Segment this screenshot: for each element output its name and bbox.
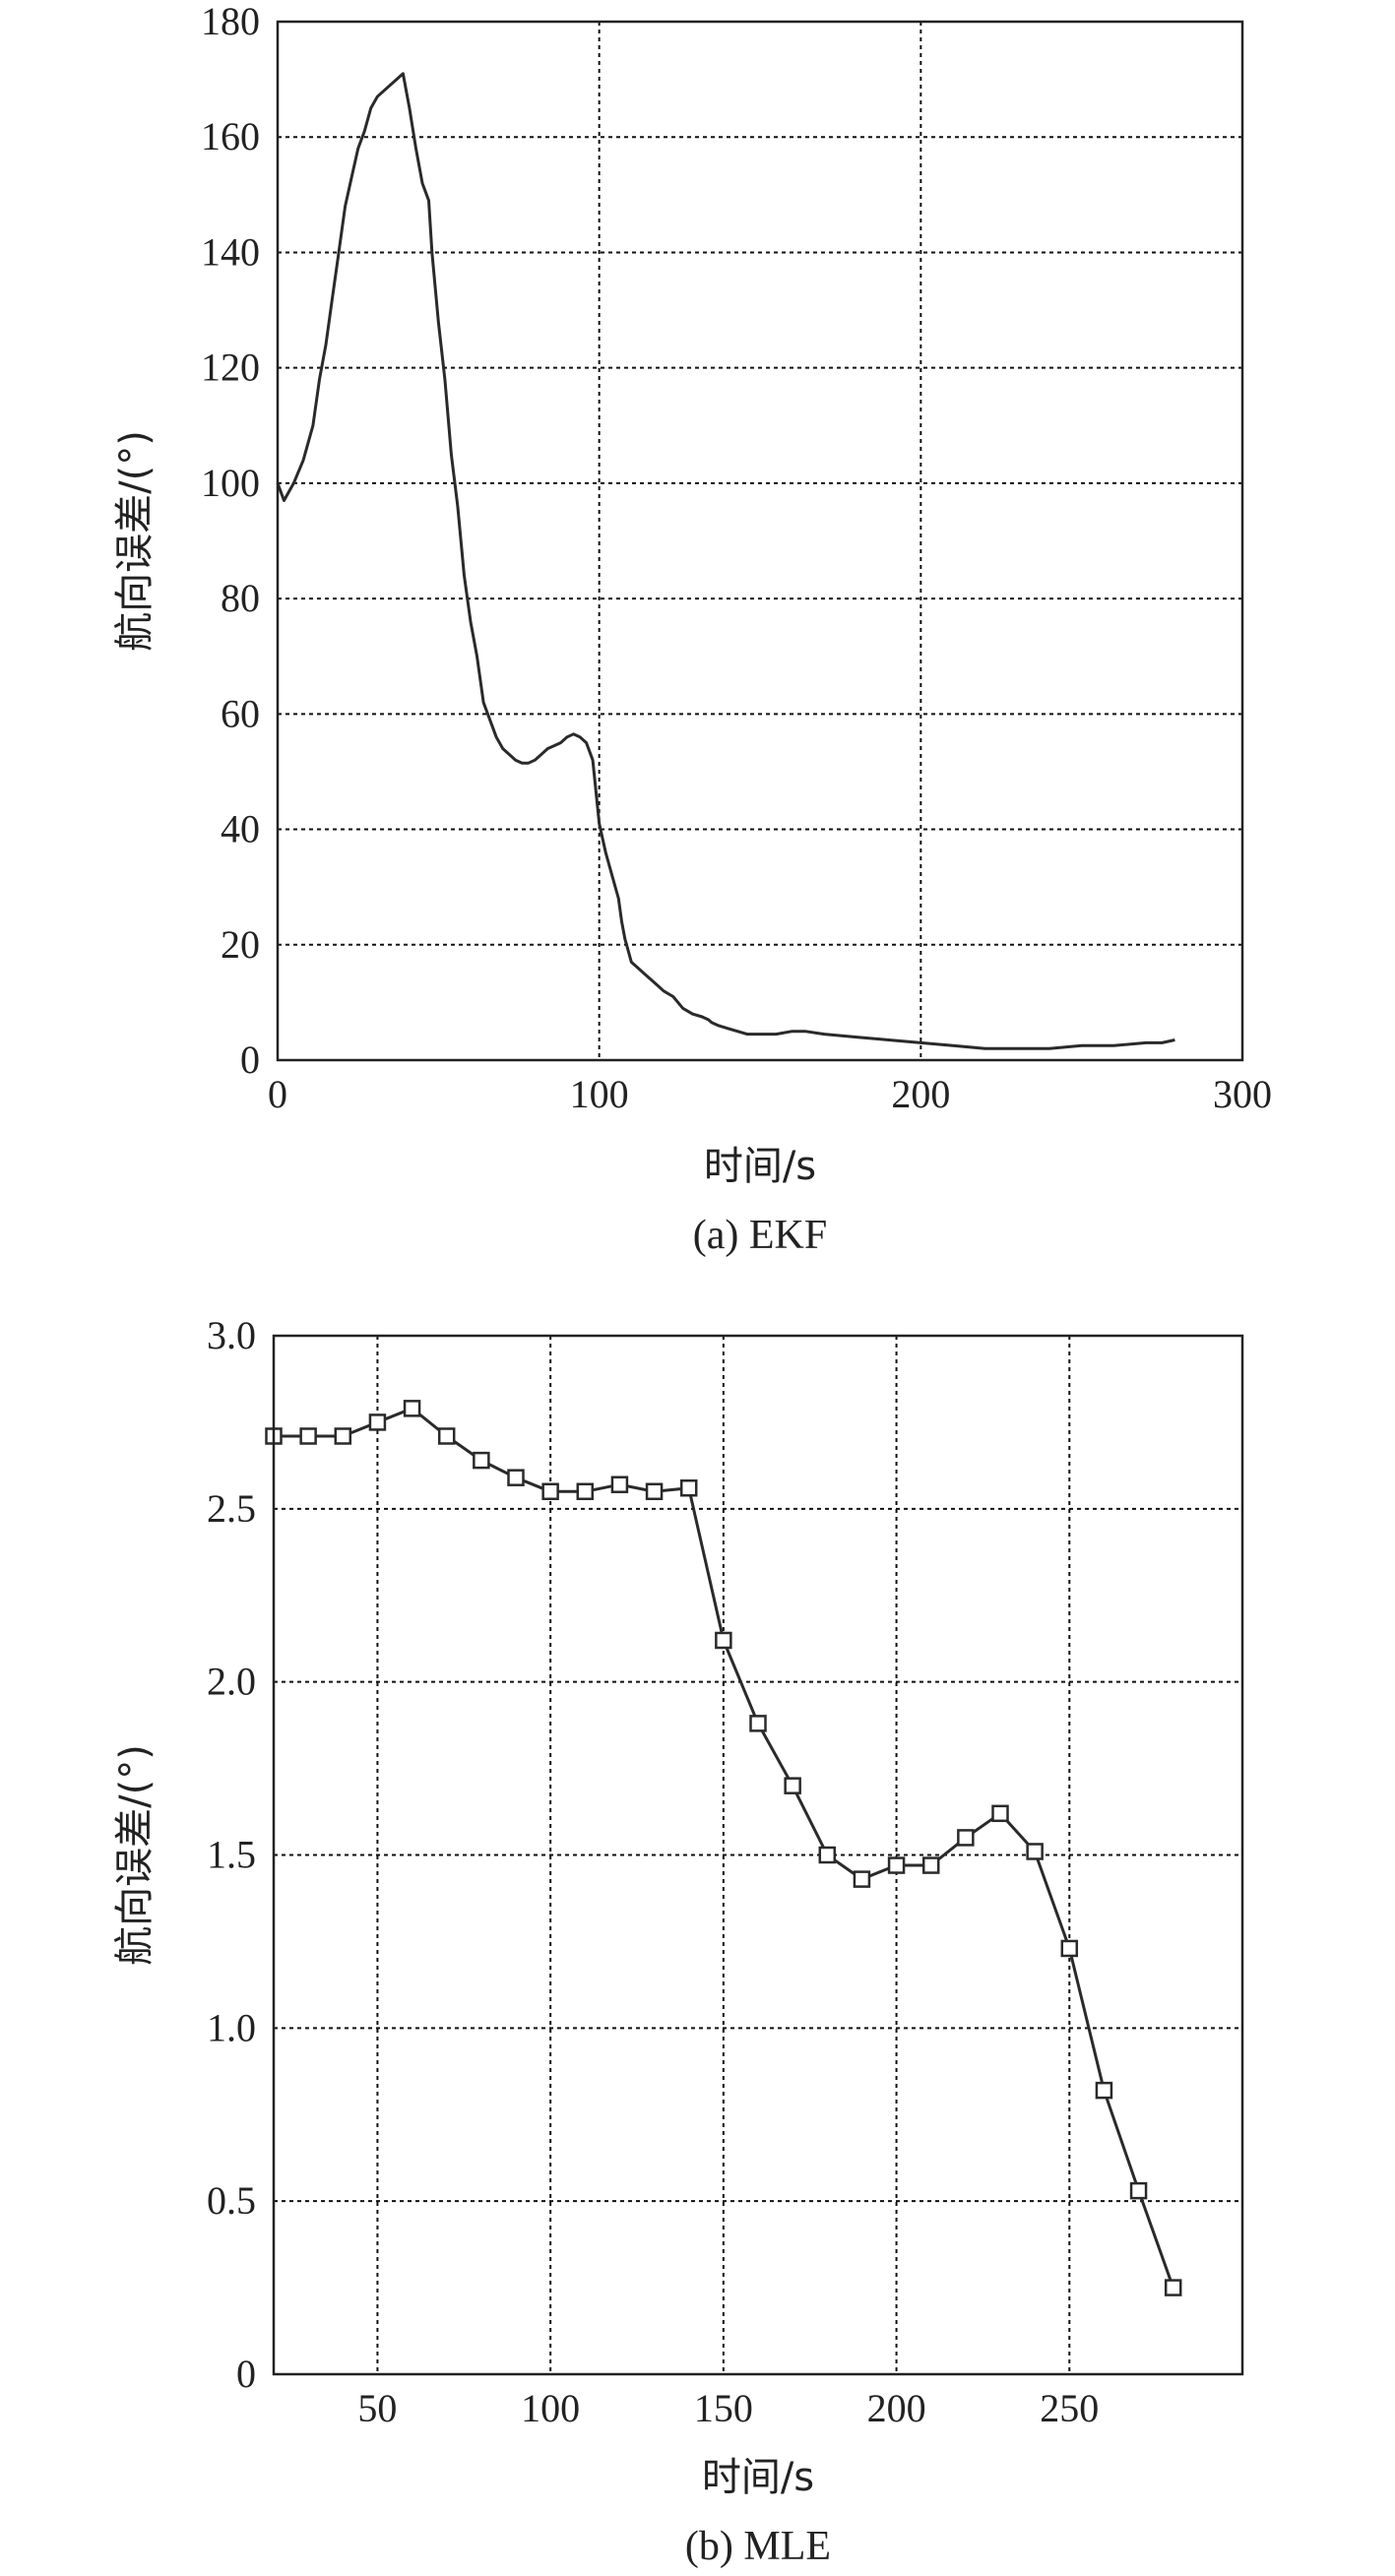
chart-caption: (b) MLE [685, 2524, 831, 2569]
gridlines [274, 1336, 1242, 2374]
x-tick-labels: 0 100 200 300 [268, 1072, 1272, 1116]
data-point-marker [991, 1804, 1009, 1823]
data-point-marker [299, 1427, 317, 1445]
data-point-marker [368, 1414, 387, 1431]
x-tick-label: 250 [1040, 2386, 1099, 2430]
data-point-marker [887, 1856, 906, 1874]
data-point-marker [1060, 1939, 1079, 1958]
x-axis-label: 时间/s [702, 2455, 814, 2500]
gridlines [278, 22, 1242, 1060]
data-point-marker [610, 1476, 629, 1493]
y-tick-label: 1.5 [207, 1833, 256, 1877]
chart-panel-mle: 50 100 150 200 250 00.51.01.52.02.53.0 时间/s … [112, 1313, 1244, 2569]
data-point-marker [957, 1829, 975, 1847]
y-tick-label: 140 [201, 229, 260, 274]
data-point-marker [784, 1777, 801, 1794]
x-tick-label: 300 [1213, 1072, 1272, 1116]
y-tick-label: 3.0 [207, 1313, 256, 1357]
x-tick-label: 0 [268, 1072, 287, 1116]
data-point-marker [818, 1846, 837, 1864]
x-tick-label: 200 [867, 2386, 926, 2430]
y-tick-labels: 0 0.5 1.0 1.5 2.0 2.5 3.0 [207, 1313, 256, 2396]
y-tick-label: 0 [240, 1037, 260, 1082]
y-tick-label: 0 [236, 2352, 256, 2396]
y-tick-label: 100 [201, 461, 260, 505]
data-point-marker [853, 1870, 871, 1888]
x-tick-label: 100 [521, 2386, 580, 2430]
data-point-marker [473, 1451, 490, 1470]
x-tick-label: 50 [357, 2386, 397, 2430]
data-point-marker [1164, 2279, 1182, 2296]
data-point-marker [749, 1715, 767, 1732]
y-axis-label: 航向误差/(°) [112, 430, 158, 652]
data-point-marker [921, 1856, 940, 1874]
y-tick-labels: 0 20 40 60 80 100 120 140 160 180 [201, 0, 260, 1082]
y-tick-label: 80 [221, 576, 260, 620]
data-point-marker [715, 1631, 732, 1650]
y-tick-label: 2.0 [207, 1660, 256, 1704]
chart-panel-ekf: 0 100 200 300 0 20 40 60 80 100 120 140 160 180 时间/s… [112, 0, 1272, 1258]
series-line [276, 72, 1175, 1050]
x-axis-label: 时间/s [704, 1144, 816, 1189]
y-axis-label: 航向误差/(°) [112, 1744, 158, 1966]
y-tick-label: 1.0 [207, 2005, 256, 2049]
data-point-marker [507, 1469, 525, 1486]
y-tick-label: 120 [201, 346, 260, 390]
y-tick-label: 160 [201, 114, 260, 158]
data-point-marker [541, 1482, 559, 1500]
y-tick-label: 180 [201, 0, 260, 43]
data-point-marker [334, 1427, 352, 1445]
y-tick-label: 40 [221, 807, 260, 851]
y-tick-label: 60 [221, 691, 260, 735]
data-point-marker [1095, 2081, 1113, 2100]
data-point-marker [1026, 1843, 1044, 1860]
x-tick-label: 200 [891, 1072, 950, 1116]
y-tick-label: 0.5 [207, 2178, 256, 2223]
series-markers [265, 1400, 1182, 2296]
data-point-marker [576, 1482, 595, 1500]
plot-frame [276, 20, 1244, 1062]
x-tick-label: 100 [570, 1072, 629, 1116]
y-tick-label: 20 [221, 922, 260, 967]
y-tick-label: 2.5 [207, 1486, 256, 1531]
data-point-marker [679, 1478, 698, 1497]
chart-caption: (a) EKF [693, 1213, 827, 1258]
x-tick-labels: 50 100 150 200 250 [357, 2386, 1099, 2430]
data-point-marker [1129, 2181, 1148, 2200]
data-point-marker [437, 1427, 456, 1445]
data-point-marker [645, 1482, 664, 1500]
x-tick-label: 150 [694, 2386, 753, 2430]
plot-frame [272, 1334, 1244, 2376]
data-point-marker [403, 1400, 421, 1417]
